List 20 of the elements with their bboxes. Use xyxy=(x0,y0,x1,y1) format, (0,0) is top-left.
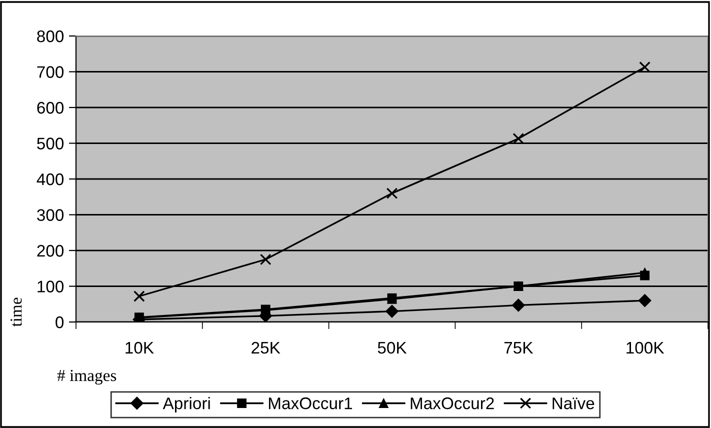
y-tick-label: 0 xyxy=(56,316,64,328)
y-tick-label: 200 xyxy=(37,244,64,257)
x-axis-title: # images xyxy=(57,370,116,385)
y-tick-label: 800 xyxy=(37,30,64,42)
y-tick-label: 100 xyxy=(38,280,64,292)
y-tick-label: 400 xyxy=(36,173,64,186)
y-axis-title: time xyxy=(10,298,22,327)
legend-label: MaxOccur2 xyxy=(410,397,494,410)
x-tick-label: 25K xyxy=(252,342,280,354)
x-tick-label: 100K xyxy=(626,342,664,354)
y-tick-label: 600 xyxy=(37,102,64,114)
y-tick-label: 700 xyxy=(37,66,64,78)
x-tick-label: 10K xyxy=(126,342,154,354)
legend-label: MaxOccur1 xyxy=(268,397,352,410)
legend-label: Naïve xyxy=(552,398,594,410)
y-tick-label: 300 xyxy=(37,209,64,221)
y-tick-label: 500 xyxy=(37,138,64,150)
x-tick-label: 75K xyxy=(504,342,534,354)
x-tick-label: 50K xyxy=(378,342,407,354)
legend-label: Apriori xyxy=(162,396,210,413)
